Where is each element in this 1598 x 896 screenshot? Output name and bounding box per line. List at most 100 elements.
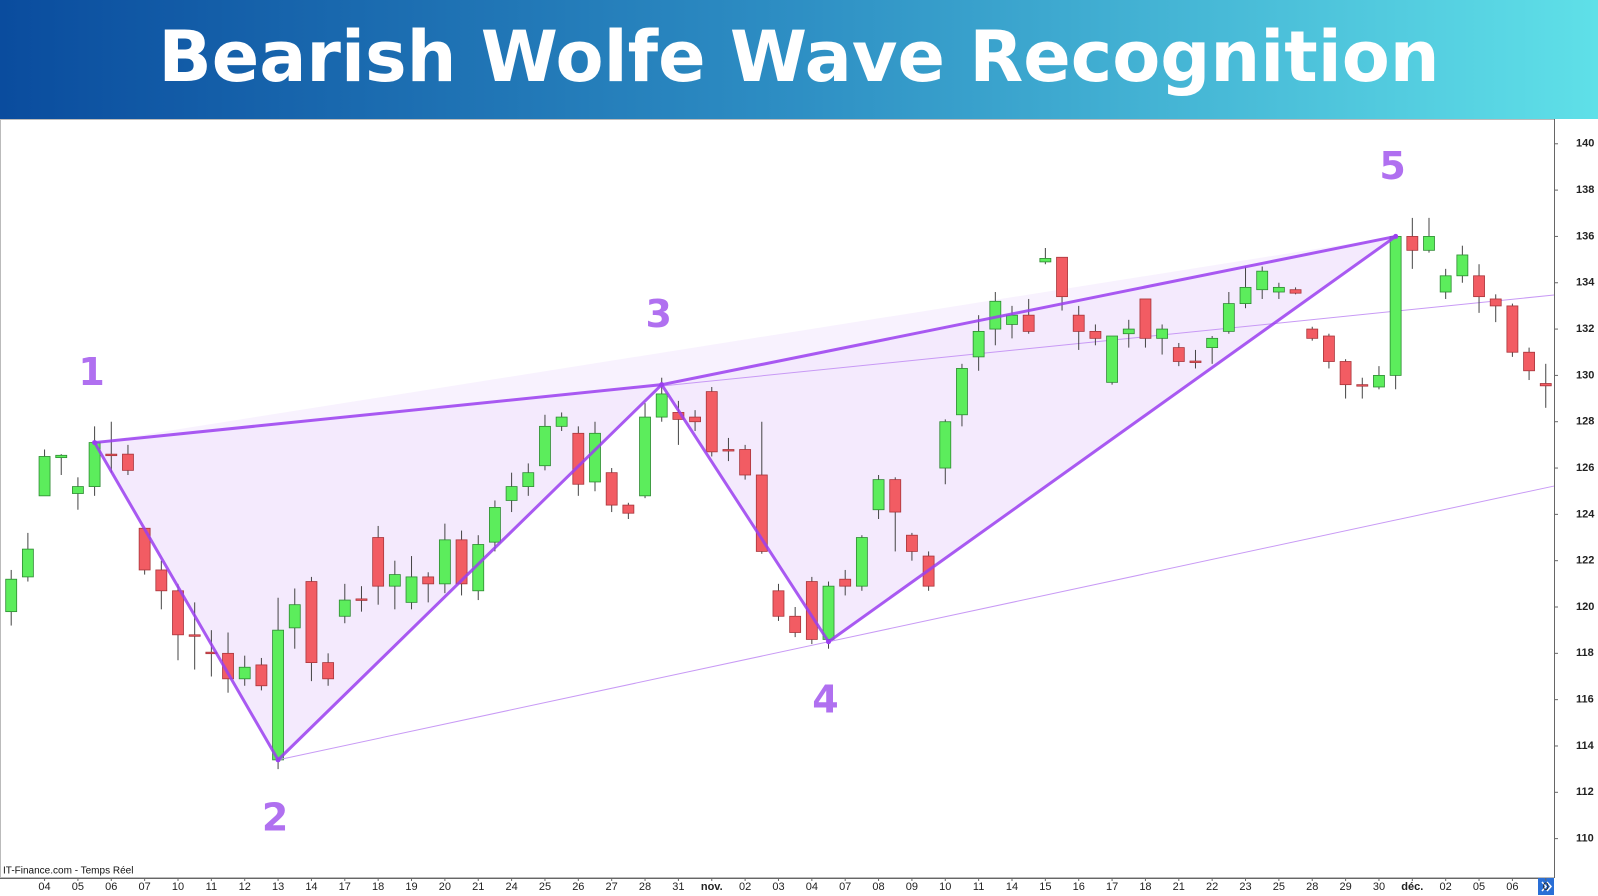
candle-body xyxy=(422,576,435,585)
x-tick-label: 13 xyxy=(272,881,284,893)
candle-body xyxy=(1539,383,1552,387)
candle-body xyxy=(1089,330,1102,339)
candle-body xyxy=(288,604,301,629)
x-tick-label: 10 xyxy=(939,881,951,893)
candle-body xyxy=(689,416,701,423)
candle-body xyxy=(772,590,785,617)
x-tick-label: 07 xyxy=(139,881,151,893)
candle-body xyxy=(739,449,752,476)
candle-body xyxy=(1506,305,1519,353)
x-tick-label: 14 xyxy=(305,881,317,893)
y-tick-label: 118 xyxy=(1576,647,1594,659)
x-tick-label: nov. xyxy=(701,881,723,893)
x-tick-label: 22 xyxy=(1206,881,1218,893)
candle-body xyxy=(1039,258,1052,263)
candle-body xyxy=(639,416,651,497)
candle-body xyxy=(305,581,318,663)
candle-body xyxy=(1106,335,1118,383)
y-tick-label: 116 xyxy=(1576,694,1594,706)
x-tick-label: 11 xyxy=(206,881,217,893)
x-tick-label: 14 xyxy=(1006,881,1018,893)
x-tick-label: 04 xyxy=(38,881,50,893)
wolfe-point xyxy=(275,757,281,763)
wolfe-lines: 1 2 3 4 5 xyxy=(78,144,1555,839)
candle-body xyxy=(21,548,34,578)
wolfe-line xyxy=(660,383,831,644)
wolfe-line xyxy=(93,441,280,762)
candle-body xyxy=(1473,275,1485,298)
x-tick-label: 26 xyxy=(572,881,584,893)
x-tick-label: 03 xyxy=(772,881,784,893)
chart-title: Bearish Wolfe Wave Recognition xyxy=(158,16,1439,98)
x-tick-label: 06 xyxy=(105,881,117,893)
x-tick-label: 11 xyxy=(973,881,984,893)
x-tick-label: 30 xyxy=(1373,881,1385,893)
candle-body xyxy=(655,393,668,418)
candle-body xyxy=(1323,335,1335,362)
candle-body xyxy=(956,368,968,416)
candle-body xyxy=(38,456,51,497)
x-tick-label: 08 xyxy=(872,881,884,893)
candle-body xyxy=(155,569,168,592)
title-banner xyxy=(0,0,1598,119)
candle-body xyxy=(1022,314,1035,332)
candle-body xyxy=(572,432,585,485)
candle-body xyxy=(55,454,68,459)
wolfe-label: 3 xyxy=(645,292,671,336)
wolfe-area xyxy=(94,236,1396,443)
candle-body xyxy=(1339,361,1352,386)
candle-body xyxy=(1456,254,1469,277)
wolfe-label: 5 xyxy=(1379,144,1405,188)
candle-body xyxy=(1206,337,1219,349)
y-tick-label: 122 xyxy=(1576,555,1594,567)
x-tick-label: 17 xyxy=(339,881,351,893)
candle-body xyxy=(939,421,952,469)
x-tick-label: 17 xyxy=(1106,881,1118,893)
x-tick-label: 16 xyxy=(1073,881,1085,893)
candle-body xyxy=(555,416,568,427)
x-tick-label: 09 xyxy=(906,881,918,893)
y-tick-label: 120 xyxy=(1576,601,1594,613)
wolfe-point xyxy=(1393,233,1399,239)
x-tick-label: 07 xyxy=(839,881,851,893)
y-tick-label: 128 xyxy=(1576,416,1594,428)
candle-body xyxy=(906,534,918,552)
candle-body xyxy=(1423,236,1435,251)
x-tick-label: 15 xyxy=(1039,881,1051,893)
candle-body xyxy=(839,578,852,587)
candle-body xyxy=(1306,328,1319,339)
y-tick-label: 110 xyxy=(1576,833,1594,845)
candle-body xyxy=(188,634,201,637)
candle-body xyxy=(1439,275,1452,293)
candle-body xyxy=(1289,289,1302,294)
candle-body xyxy=(1356,384,1369,387)
x-tick-label: 10 xyxy=(172,881,184,893)
x-tick-label: 24 xyxy=(505,881,517,893)
candle-body xyxy=(972,330,985,358)
candle-body xyxy=(1406,236,1419,251)
wolfe-point xyxy=(92,440,98,446)
candle-body xyxy=(1189,360,1202,363)
candle-body xyxy=(1139,298,1152,339)
x-tick-label: 25 xyxy=(1273,881,1285,893)
x-tick-label: 31 xyxy=(672,881,684,893)
candle-body xyxy=(238,666,251,680)
y-tick-label: 134 xyxy=(1576,277,1595,289)
candle-body xyxy=(1239,286,1252,304)
candle-body xyxy=(405,576,418,603)
candle-body xyxy=(172,590,184,636)
x-tick-label: 02 xyxy=(739,881,751,893)
candle-body xyxy=(789,615,802,633)
source-label: IT-Finance.com - Temps Réel xyxy=(3,866,133,877)
candle-body xyxy=(338,599,351,617)
y-tick-label: 136 xyxy=(1576,230,1594,242)
wolfe-label: 1 xyxy=(78,350,104,394)
y-tick-label: 124 xyxy=(1576,508,1595,520)
candle-body xyxy=(322,662,335,680)
wolfe-extension xyxy=(277,485,1555,761)
candle-body xyxy=(105,453,118,457)
candle-body xyxy=(438,539,451,585)
x-tick-label: 27 xyxy=(606,881,618,893)
y-tick-label: 140 xyxy=(1576,138,1594,150)
